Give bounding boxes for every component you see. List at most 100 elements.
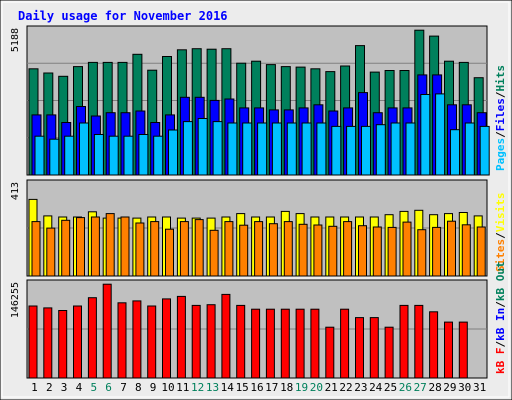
day-label: 12	[191, 381, 204, 394]
day-label: 27	[414, 381, 427, 394]
bar-kb-f	[251, 308, 261, 379]
bar-pages	[182, 121, 193, 176]
bar-pages	[390, 122, 401, 176]
bar-kb-f	[444, 321, 453, 379]
bar-kb-f	[206, 304, 216, 379]
bar-sites	[239, 224, 249, 277]
chart-title: Daily usage for November 2016	[18, 9, 228, 23]
bar-sites	[447, 220, 456, 277]
hits-files-pages-panel: 5188 Pages/Files/Hits	[10, 25, 507, 176]
bar-pages	[361, 125, 371, 176]
bar-kb-f	[132, 300, 142, 379]
bar-kb-f	[147, 305, 157, 379]
day-label: 16	[250, 381, 263, 394]
bar-pages	[375, 124, 386, 176]
bar-kb-f	[58, 310, 68, 379]
bar-sites	[476, 226, 486, 277]
bar-kb-f	[310, 308, 320, 379]
bar-sites	[298, 223, 308, 277]
bar-sites	[135, 222, 145, 277]
bar-sites	[150, 221, 160, 277]
bar-pages	[93, 134, 104, 176]
bar-pages	[405, 122, 416, 176]
bar-kb-f	[355, 317, 364, 379]
bar-kb-f	[191, 304, 201, 379]
day-label: 29	[443, 381, 456, 394]
bar-kb-f	[102, 283, 112, 379]
day-label: 20	[310, 381, 323, 394]
y-max-label: 413	[10, 182, 21, 200]
bar-pages	[168, 129, 178, 176]
day-label: 9	[150, 381, 157, 394]
bar-kb-f	[117, 302, 127, 379]
day-label: 14	[221, 381, 235, 394]
bar-pages	[227, 122, 238, 176]
kbytes-panel: 146255 kB F/kB In/kB Out	[10, 261, 507, 379]
bar-kb-f	[221, 293, 231, 379]
day-label: 19	[295, 381, 308, 394]
bar-pages	[108, 135, 119, 176]
day-label: 22	[339, 381, 352, 394]
bar-kb-f	[28, 305, 38, 379]
bar-sites	[165, 228, 174, 277]
bar-kb-f	[458, 321, 468, 379]
day-label: 8	[135, 381, 142, 394]
bar-kb-f	[384, 326, 394, 379]
bar-pages	[464, 122, 475, 176]
day-label: 25	[384, 381, 397, 394]
bar-pages	[79, 122, 89, 176]
day-label: 6	[105, 381, 112, 394]
bar-sites	[209, 229, 219, 277]
day-label: 15	[236, 381, 249, 394]
bar-pages	[257, 122, 268, 176]
visits-sites-panel: 413 Sites/Visits	[10, 179, 507, 277]
bar-kb-f	[73, 305, 82, 379]
bar-kb-f	[369, 317, 379, 379]
day-label: 23	[354, 381, 367, 394]
bar-pages	[242, 122, 253, 176]
bar-pages	[435, 93, 446, 176]
bar-pages	[64, 135, 75, 176]
bar-sites	[343, 221, 353, 277]
bar-kb-f	[265, 308, 275, 379]
bar-sites	[76, 217, 85, 277]
bar-pages	[271, 122, 282, 176]
bar-pages	[301, 122, 312, 176]
day-label: 4	[76, 381, 83, 394]
bar-pages	[479, 125, 490, 176]
bar-sites	[31, 221, 41, 277]
bar-pages	[346, 125, 357, 176]
day-label: 18	[280, 381, 293, 394]
bar-pages	[34, 135, 45, 176]
bar-sites	[432, 226, 442, 277]
bar-sites	[194, 219, 204, 277]
bar-pages	[286, 122, 297, 176]
bar-sites	[254, 221, 264, 277]
day-label: 11	[176, 381, 189, 394]
bar-pages	[49, 138, 60, 176]
day-label: 3	[61, 381, 68, 394]
bar-sites	[402, 221, 412, 277]
bar-sites	[61, 219, 71, 277]
bar-kb-f	[280, 308, 290, 379]
bar-pages	[420, 94, 431, 176]
bar-sites	[90, 216, 100, 277]
bar-kb-f	[43, 307, 53, 379]
day-label: 30	[458, 381, 471, 394]
day-label: 31	[473, 381, 486, 394]
day-label: 5	[90, 381, 97, 394]
bar-sites	[461, 224, 471, 277]
series-legend: kB F/kB In/kB Out	[494, 261, 507, 374]
day-axis-labels: 1 2 3 4 5 6 7 8 9 10 11 12 13 14 15 16 17 18 19 20 21 22 23 24 2…	[31, 381, 486, 394]
bar-pages	[138, 134, 149, 176]
series-legend: Sites/Visits	[494, 193, 507, 273]
bar-kb-f	[399, 304, 409, 379]
day-label: 10	[161, 381, 174, 394]
day-label: 24	[369, 381, 383, 394]
bar-sites	[105, 213, 115, 277]
bar-pages	[450, 129, 460, 176]
bar-sites	[328, 225, 338, 277]
bar-pages	[153, 135, 164, 176]
